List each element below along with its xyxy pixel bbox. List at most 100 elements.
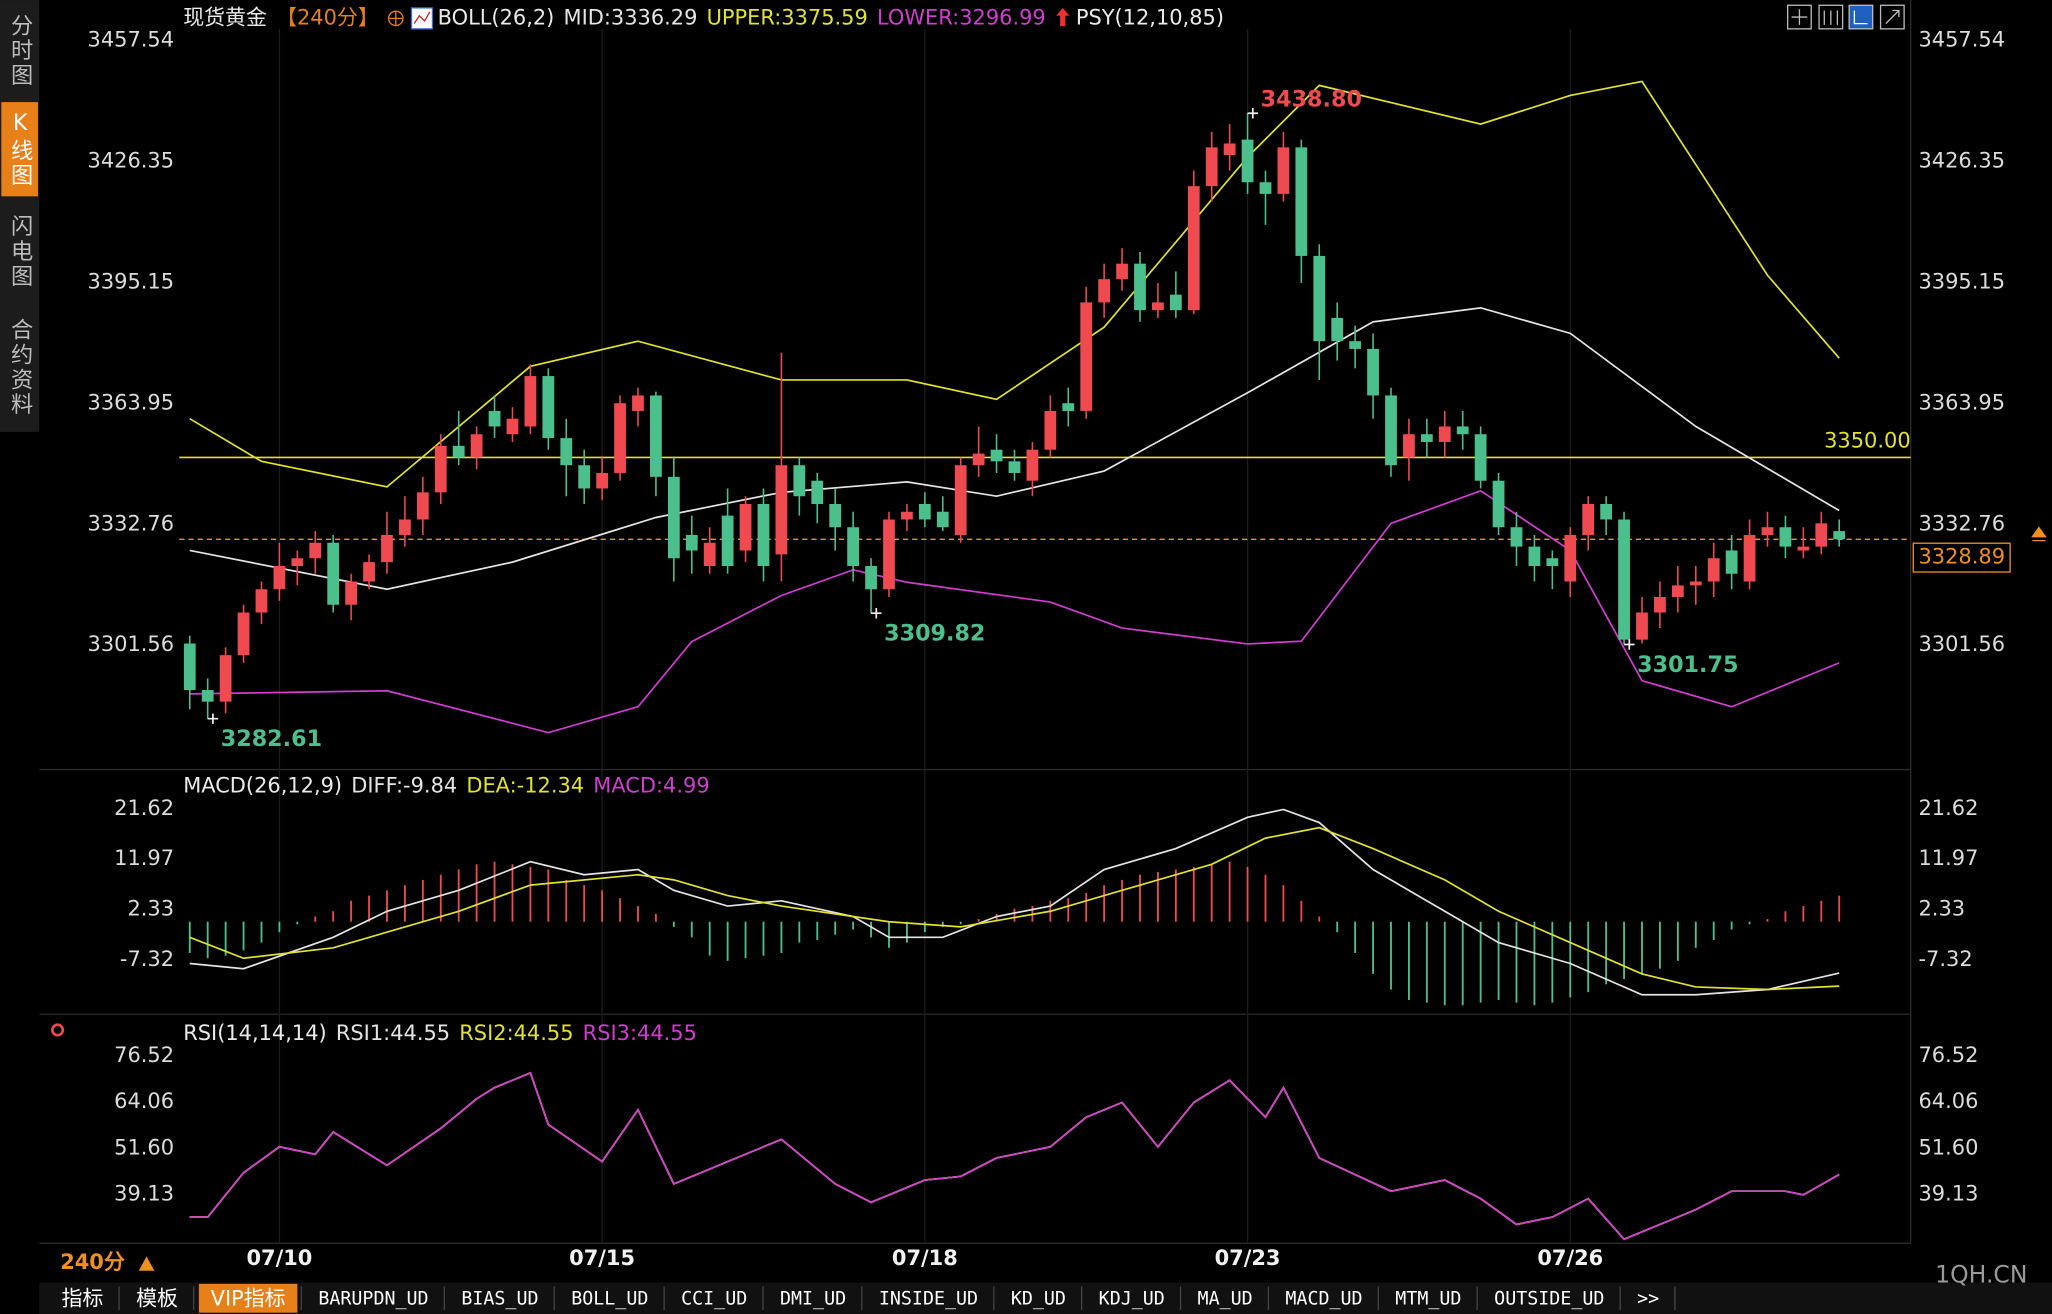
indicator-tab[interactable] (999, 1283, 1078, 1313)
period-selector[interactable]: 240分 (60, 1250, 125, 1274)
indicator-tab-label[interactable]: OUTSIDE_UD (1494, 1289, 1604, 1310)
candle-body (1438, 426, 1451, 442)
indicator-tab[interactable] (198, 1283, 298, 1313)
indicator-tab-label[interactable]: KD_UD (1011, 1289, 1066, 1310)
indicator-tab[interactable] (49, 1283, 116, 1313)
icon-crosshair[interactable] (1786, 4, 1812, 30)
indicator-tab-label[interactable]: 模板 (136, 1287, 178, 1311)
candle-body (1098, 279, 1111, 303)
candle-body (1008, 461, 1021, 473)
toolbar-icons (1786, 4, 1905, 30)
candle-body (1815, 523, 1828, 547)
candle-body (1779, 527, 1792, 547)
candle-body (739, 503, 752, 551)
indicator-tab-label[interactable]: MTM_UD (1395, 1289, 1461, 1310)
y-tick-label-right: 39.13 (1919, 1181, 1979, 1205)
candle-body (954, 465, 967, 535)
y-tick-label: 3332.76 (88, 511, 175, 535)
candle-body (1385, 395, 1397, 466)
candle-body (470, 434, 483, 458)
sidebar-tab-label[interactable]: K线图 (7, 110, 33, 188)
sidebar-tab-label[interactable]: 闪电图 (7, 214, 33, 289)
indicator-tab[interactable] (669, 1283, 760, 1313)
indicator-tab[interactable] (867, 1283, 990, 1313)
candle-body (1707, 558, 1720, 582)
candle-body (452, 445, 465, 458)
candle-body (1080, 302, 1093, 411)
indicator-icon-glyph (413, 11, 431, 24)
indicator-tab-label[interactable]: BIAS_UD (461, 1289, 538, 1310)
indicator-tab[interactable] (124, 1283, 190, 1313)
y-tick-label-right: -7.32 (1919, 947, 1973, 971)
icon-layout[interactable] (1818, 4, 1844, 30)
sidebar-tab[interactable] (1, 3, 38, 99)
sidebar-tab-label[interactable]: 合约资料 (7, 318, 33, 418)
candle-body (632, 395, 644, 411)
icon-draw[interactable] (1848, 4, 1874, 30)
indicator-line (189, 306, 1840, 591)
legend-text: RSI(14,14,14) (183, 1021, 326, 1045)
icon-full[interactable] (1879, 4, 1905, 30)
indicator-line (189, 826, 1840, 991)
y-tick-label: 3301.56 (88, 632, 175, 656)
indicator-tab[interactable] (768, 1283, 858, 1313)
sidebar-tab[interactable] (1, 308, 38, 427)
candle-body (1654, 597, 1666, 613)
indicator-tab-label[interactable]: MACD_UD (1285, 1289, 1362, 1310)
indicator-tab[interactable] (559, 1283, 661, 1313)
legend-text: UPPER:3375.59 (707, 5, 868, 29)
indicator-tab[interactable] (1086, 1283, 1177, 1313)
indicator-tab[interactable] (1383, 1283, 1474, 1313)
sidebar-tab[interactable] (1, 102, 38, 197)
add-icon[interactable] (387, 10, 404, 27)
icon-crosshair-glyph (1791, 9, 1808, 25)
candle-body (685, 534, 698, 551)
y-tick-label: 21.62 (114, 796, 174, 820)
candle-body (703, 542, 716, 566)
indicator-tab-label[interactable]: BARUPDN_UD (318, 1289, 428, 1310)
indicator-tab[interactable] (306, 1283, 441, 1313)
indicator-tab-label[interactable]: CCI_UD (681, 1289, 747, 1310)
indicator-tab-label[interactable]: >> (1637, 1289, 1659, 1310)
indicator-tab-label[interactable]: MA_UD (1198, 1289, 1253, 1310)
candle-body (1600, 503, 1613, 520)
candle-body (542, 376, 555, 439)
indicator-tab-label[interactable]: BOLL_UD (571, 1289, 648, 1310)
x-tick-label: 07/10 (246, 1246, 312, 1270)
candle-body (1582, 503, 1595, 535)
sidebar-tab-label[interactable]: 分时图 (7, 13, 33, 88)
watermark: 1QH.CN (1935, 1261, 2027, 1289)
candle-body (596, 472, 609, 489)
y-tick-label: 3395.15 (88, 269, 175, 293)
candle-body (237, 612, 250, 656)
sidebar-tab[interactable] (1, 200, 38, 304)
candle-body (416, 492, 429, 520)
y-tick-label: 51.60 (114, 1135, 174, 1159)
icon-layout-glyph (1823, 10, 1839, 25)
x-tick-label: 07/15 (569, 1246, 635, 1270)
candle-body (201, 690, 214, 702)
indicator-tab-label[interactable]: VIP指标 (211, 1287, 286, 1311)
indicator-tab[interactable] (1482, 1283, 1617, 1313)
legend-text: RSI3:44.55 (583, 1021, 697, 1045)
indicator-tab[interactable] (449, 1283, 551, 1313)
indicator-tab[interactable] (1625, 1283, 1672, 1313)
legend-text: 现货黄金 (183, 5, 267, 29)
candle-body (1564, 534, 1577, 582)
settings-icon[interactable] (51, 1023, 65, 1037)
indicator-tab[interactable] (1273, 1283, 1375, 1313)
y-tick-label-right: 21.62 (1919, 796, 1979, 820)
indicator-tab-label[interactable]: 指标 (62, 1287, 104, 1311)
candle-body (309, 542, 322, 559)
indicator-tab-label[interactable]: DMI_UD (780, 1289, 846, 1310)
candle-body (1152, 302, 1164, 311)
indicator-tab-label[interactable]: INSIDE_UD (879, 1289, 978, 1310)
indicator-tab[interactable] (1185, 1283, 1265, 1313)
candle-body (775, 465, 788, 555)
indicator-tab-label[interactable]: KDJ_UD (1099, 1289, 1165, 1310)
candle-body (1367, 348, 1379, 396)
y-tick-label-right: 3301.56 (1919, 632, 2006, 656)
candle-body (650, 395, 662, 477)
y-tick-label-right: 3457.54 (1919, 28, 2006, 52)
